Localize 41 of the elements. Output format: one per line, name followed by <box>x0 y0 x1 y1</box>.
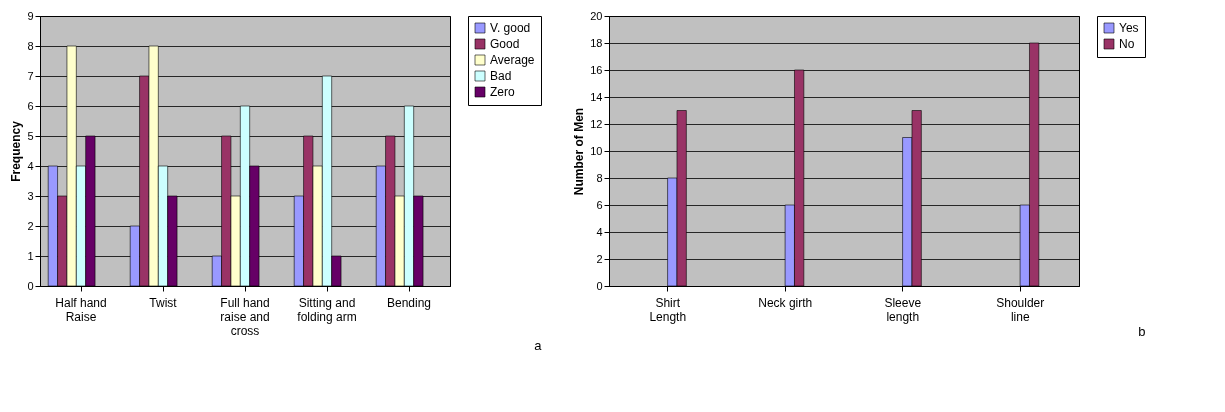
legend-label: Average <box>490 53 535 67</box>
legend-label: Yes <box>1119 21 1139 35</box>
y-axis-title: Number of Men <box>572 107 587 196</box>
x-tick-label: Neck girth <box>758 295 813 310</box>
y-tick-label: 3 <box>27 189 34 202</box>
legend-label: Zero <box>490 85 515 99</box>
x-tick-label: Half hand Raise <box>55 295 107 324</box>
y-tick-label: 20 <box>590 9 603 22</box>
y-tick-label: 0 <box>27 279 34 292</box>
x-tick-label: Shoulder line <box>996 295 1045 324</box>
y-tick-label: 1 <box>27 249 34 262</box>
y-tick-label: 12 <box>590 117 603 130</box>
y-axis-title: Frequency <box>9 120 24 182</box>
x-tick-label: Bending <box>386 295 432 310</box>
y-tick-label: 4 <box>27 159 34 172</box>
legend-label: Bad <box>490 69 512 83</box>
y-tick-label: 10 <box>590 144 603 157</box>
y-tick-label: 6 <box>27 99 34 112</box>
text: b <box>1138 324 1146 339</box>
legend-label: Good <box>490 37 520 51</box>
x-tick-label: Twist <box>149 295 178 310</box>
legend-label: V. good <box>490 21 531 35</box>
y-tick-label: 7 <box>27 69 34 82</box>
y-tick-label: 2 <box>596 252 603 265</box>
y-tick-label: 8 <box>596 171 603 184</box>
y-tick-label: 14 <box>590 90 603 103</box>
y-tick-label: 9 <box>27 9 34 22</box>
x-tick-label: Sitting and folding arm <box>297 295 357 324</box>
y-tick-label: 0 <box>596 279 603 292</box>
y-tick-label: 5 <box>27 129 34 142</box>
legend-label: No <box>1119 37 1135 51</box>
text: a <box>534 338 543 353</box>
x-tick-label: Sleeve length <box>884 295 922 324</box>
x-tick-label: Full hand raise and cross <box>220 295 270 338</box>
y-tick-label: 16 <box>590 63 603 76</box>
y-tick-label: 6 <box>596 198 603 211</box>
y-tick-label: 8 <box>27 39 34 52</box>
y-tick-label: 2 <box>27 219 34 232</box>
x-tick-label: Shirt Length <box>649 295 687 324</box>
y-tick-label: 18 <box>590 36 603 49</box>
y-tick-label: 4 <box>596 225 603 238</box>
